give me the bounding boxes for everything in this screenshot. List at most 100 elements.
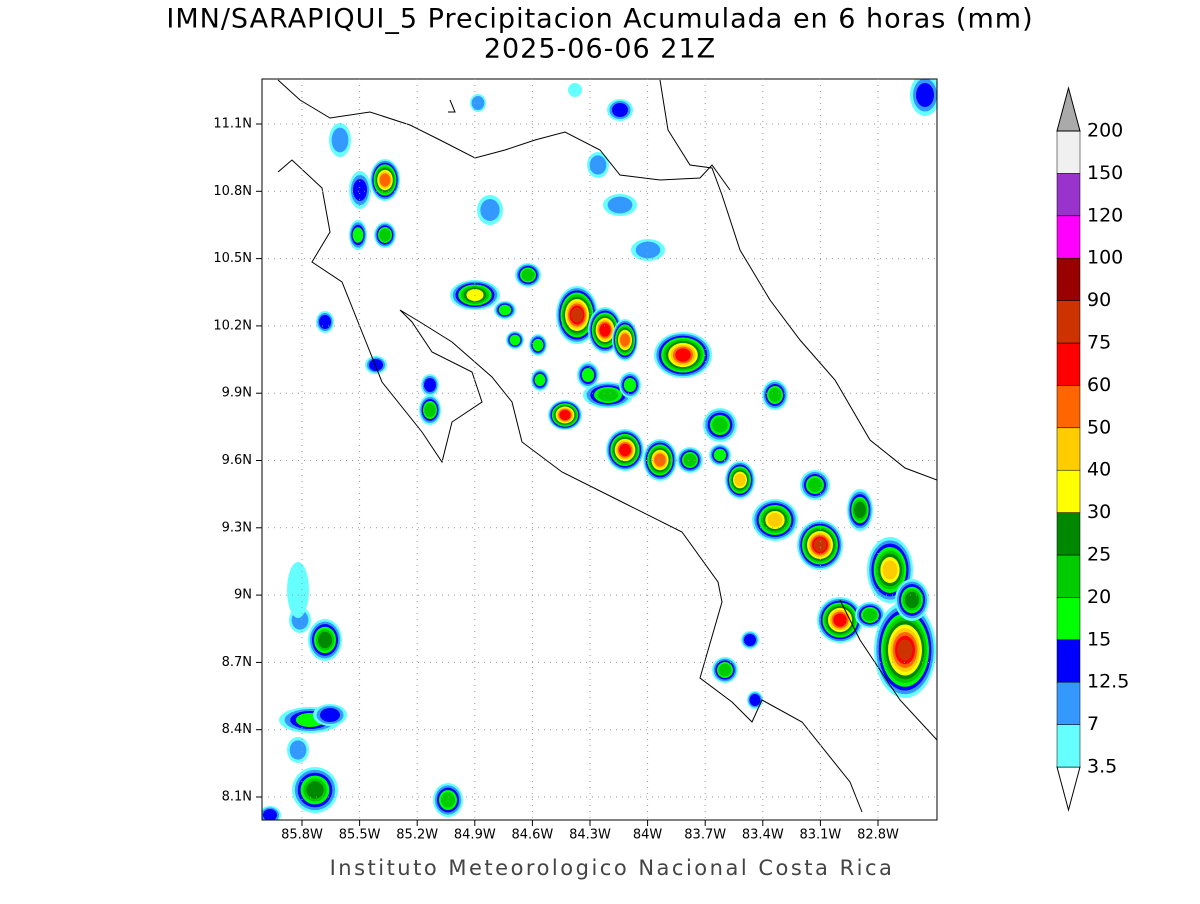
rain-cell: [441, 792, 455, 808]
lat-label: 8.7N: [222, 655, 252, 670]
colorbar-segment: [1056, 724, 1081, 768]
colorbar-label: 40: [1087, 459, 1111, 481]
rain-cell: [683, 453, 697, 467]
lon-label: 84.9W: [454, 828, 496, 843]
rain-cell: [619, 443, 631, 457]
lat-label: 10.2N: [213, 318, 252, 333]
map-frame: [261, 78, 938, 821]
rain-cell: [320, 708, 340, 722]
colorbar-segment: [1056, 554, 1081, 598]
rain-cell: [882, 560, 898, 580]
rain-cell: [379, 228, 391, 242]
colorbar-label: 30: [1087, 501, 1111, 523]
colorbar-label: 150: [1087, 162, 1123, 184]
rain-cell: [607, 196, 633, 214]
colorbar-segment: [1056, 173, 1081, 217]
colorbar-label: 50: [1087, 416, 1111, 438]
rain-cell: [718, 663, 732, 677]
colorbar-label: 7: [1087, 713, 1099, 735]
rain-cell: [768, 388, 782, 402]
colorbar-segment: [1056, 385, 1081, 429]
colorbar-segment: [1056, 257, 1081, 301]
lon-label: 85.8W: [281, 828, 323, 843]
rain-cell: [808, 478, 822, 492]
rain-cell: [319, 315, 331, 329]
lat-label: 8.1N: [222, 790, 252, 805]
rain-cell: [734, 473, 746, 487]
rain-cell: [509, 334, 521, 346]
rain-cell: [635, 241, 661, 259]
lon-label: 82.8W: [857, 828, 899, 843]
rain-cell: [854, 501, 866, 519]
rain-cell: [654, 453, 666, 467]
colorbar-label: 90: [1087, 289, 1111, 311]
rain-cell: [379, 173, 391, 187]
colorbar-segment: [1056, 597, 1081, 641]
lat-label: 9.6N: [222, 453, 252, 468]
rain-cell: [620, 333, 630, 347]
colorbar-label: 75: [1087, 332, 1111, 354]
rain-cell: [905, 591, 919, 609]
lat-label: 8.4N: [222, 722, 252, 737]
rain-cell: [897, 639, 913, 661]
colorbar-label: 60: [1087, 374, 1111, 396]
rain-cell: [612, 103, 628, 117]
title: IMN/SARAPIQUI_5 Precipitacion Acumulada …: [166, 4, 1033, 35]
colorbar-label: 120: [1087, 204, 1123, 226]
precipitation: [262, 79, 937, 820]
colorbar-label: 15: [1087, 628, 1111, 650]
caribbean-coast: [659, 79, 937, 481]
colorbar-label: 25: [1087, 544, 1111, 566]
lon-label: 85.5W: [339, 828, 381, 843]
lon-label: 83.1W: [799, 828, 841, 843]
rain-cell: [287, 562, 309, 618]
rain-cell: [863, 608, 877, 622]
colorbar-label: 20: [1087, 586, 1111, 608]
rain-cell: [744, 634, 756, 646]
rain-cell: [712, 417, 728, 433]
rain-cell: [353, 179, 367, 201]
colorbar-segment: [1056, 300, 1081, 344]
rain-cell: [352, 227, 364, 243]
colorbar-segment: [1056, 639, 1081, 683]
rain-cell: [480, 199, 500, 221]
rain-cell: [916, 83, 934, 107]
lat-label: 10.5N: [213, 251, 252, 266]
island: [448, 99, 456, 113]
lon-label: 83.7W: [684, 828, 726, 843]
lon-label: 85.2W: [396, 828, 438, 843]
coastline: [277, 79, 937, 813]
colorbar-label: 100: [1087, 247, 1123, 269]
panama-border: [839, 599, 937, 741]
pacific-coast: [277, 159, 863, 813]
colorbar-low: [1056, 766, 1081, 812]
rain-cell: [559, 409, 571, 421]
rain-cell: [571, 307, 583, 323]
colorbar-label: 3.5: [1087, 756, 1117, 778]
rain-cell: [534, 373, 546, 387]
rain-cell: [331, 127, 349, 153]
rain-cell: [713, 448, 727, 462]
lon-label: 84.6W: [511, 828, 553, 843]
lon-label: 84W: [633, 828, 663, 843]
rain-cell: [597, 388, 619, 402]
lat-label: 9N: [234, 588, 252, 603]
subtitle: 2025-06-06 21Z: [484, 34, 716, 65]
rain-cell: [306, 781, 324, 799]
rain-cell: [369, 359, 383, 371]
rain-cell: [813, 538, 827, 552]
colorbar-segment: [1056, 215, 1081, 259]
colorbar-label: 200: [1087, 120, 1123, 142]
lat-label: 11.1N: [213, 117, 252, 132]
rain-cell: [263, 809, 277, 820]
rain-cell: [498, 304, 512, 316]
rain-cell: [749, 694, 761, 706]
colorbar-segment: [1056, 512, 1081, 556]
rain-cell: [581, 368, 595, 382]
rain-cell: [424, 403, 436, 417]
lon-label: 84.3W: [569, 828, 611, 843]
rain-cell: [318, 631, 332, 649]
rain-cell: [767, 513, 783, 527]
rain-cell: [471, 96, 485, 110]
